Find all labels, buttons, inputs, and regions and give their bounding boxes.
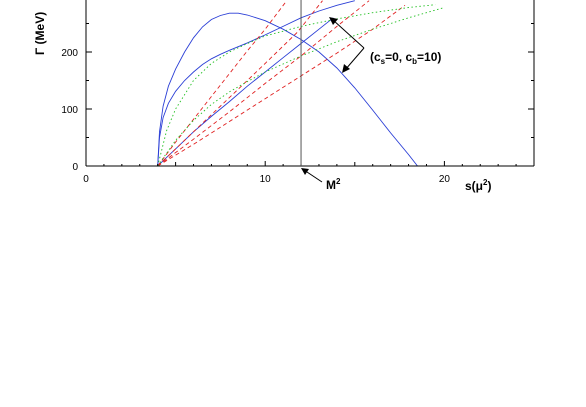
x-tick-label: 0 <box>83 174 89 185</box>
x-axis-title: s(μ2) <box>465 178 491 193</box>
x-tick-label: 10 <box>260 174 272 185</box>
x-tick-label: 20 <box>439 174 451 185</box>
param-annotation: (cs=0, cb=10) <box>370 50 441 66</box>
series-line-blue-solid-0 <box>157 12 418 166</box>
series-line-red-dashed-6 <box>157 4 406 166</box>
y-tick-label: 100 <box>61 105 78 116</box>
plot-area <box>86 0 445 166</box>
m2-annotation: M2 <box>301 168 341 192</box>
y-tick-label: 200 <box>61 48 78 59</box>
m2-label: M2 <box>326 177 341 192</box>
y-tick-label: 0 <box>72 162 78 173</box>
series-line-blue-solid-2 <box>157 17 334 166</box>
series-layer <box>86 0 445 166</box>
series-line-green-dotted-7 <box>157 4 436 166</box>
series-line-red-dashed-5 <box>157 0 370 166</box>
curve-set-annotation: (cs=0, cb=10) <box>329 17 441 73</box>
series-line-red-dashed-3 <box>157 0 288 166</box>
series-line-blue-solid-1 <box>157 0 355 166</box>
y-axis-title: Γ (MeV) <box>33 12 47 55</box>
